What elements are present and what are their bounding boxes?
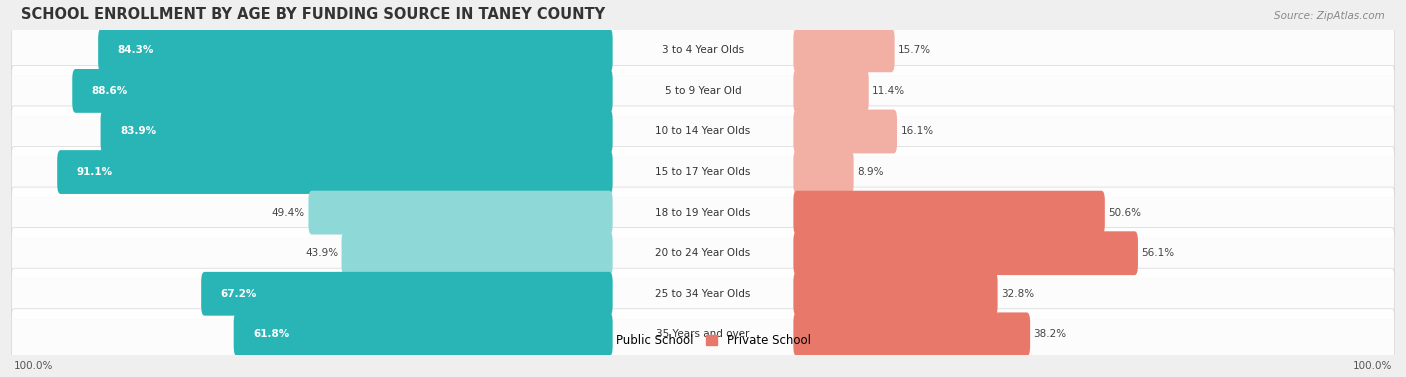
FancyBboxPatch shape	[793, 28, 894, 72]
Text: 35 Years and over: 35 Years and over	[657, 329, 749, 339]
FancyBboxPatch shape	[793, 110, 897, 153]
FancyBboxPatch shape	[72, 69, 613, 113]
Text: 56.1%: 56.1%	[1142, 248, 1174, 258]
Text: 43.9%: 43.9%	[305, 248, 339, 258]
FancyBboxPatch shape	[11, 268, 1395, 319]
FancyBboxPatch shape	[101, 110, 613, 153]
FancyBboxPatch shape	[11, 309, 1395, 360]
Text: 84.3%: 84.3%	[118, 45, 153, 55]
FancyBboxPatch shape	[793, 150, 853, 194]
Text: 91.1%: 91.1%	[76, 167, 112, 177]
FancyBboxPatch shape	[201, 272, 613, 316]
FancyBboxPatch shape	[11, 147, 1395, 198]
Text: 88.6%: 88.6%	[91, 86, 128, 96]
Text: 100.0%: 100.0%	[14, 361, 53, 371]
Text: 61.8%: 61.8%	[253, 329, 290, 339]
FancyBboxPatch shape	[11, 65, 1395, 116]
Text: 5 to 9 Year Old: 5 to 9 Year Old	[665, 86, 741, 96]
FancyBboxPatch shape	[11, 228, 1395, 279]
Text: 11.4%: 11.4%	[872, 86, 905, 96]
Text: 49.4%: 49.4%	[271, 208, 305, 218]
FancyBboxPatch shape	[11, 25, 1395, 76]
FancyBboxPatch shape	[793, 191, 1105, 234]
Text: 83.9%: 83.9%	[120, 126, 156, 136]
Legend: Public School, Private School: Public School, Private School	[591, 329, 815, 352]
Text: SCHOOL ENROLLMENT BY AGE BY FUNDING SOURCE IN TANEY COUNTY: SCHOOL ENROLLMENT BY AGE BY FUNDING SOUR…	[21, 7, 605, 22]
FancyBboxPatch shape	[308, 191, 613, 234]
Text: 15 to 17 Year Olds: 15 to 17 Year Olds	[655, 167, 751, 177]
Text: 15.7%: 15.7%	[898, 45, 931, 55]
Text: 16.1%: 16.1%	[900, 126, 934, 136]
Text: 67.2%: 67.2%	[221, 289, 257, 299]
Text: 50.6%: 50.6%	[1108, 208, 1142, 218]
FancyBboxPatch shape	[98, 28, 613, 72]
FancyBboxPatch shape	[11, 106, 1395, 157]
Text: 25 to 34 Year Olds: 25 to 34 Year Olds	[655, 289, 751, 299]
FancyBboxPatch shape	[11, 187, 1395, 238]
FancyBboxPatch shape	[233, 313, 613, 356]
Text: 38.2%: 38.2%	[1033, 329, 1067, 339]
FancyBboxPatch shape	[793, 313, 1031, 356]
Text: 32.8%: 32.8%	[1001, 289, 1033, 299]
FancyBboxPatch shape	[342, 231, 613, 275]
Text: 20 to 24 Year Olds: 20 to 24 Year Olds	[655, 248, 751, 258]
FancyBboxPatch shape	[793, 272, 998, 316]
Text: 3 to 4 Year Olds: 3 to 4 Year Olds	[662, 45, 744, 55]
Text: 100.0%: 100.0%	[1353, 361, 1392, 371]
FancyBboxPatch shape	[58, 150, 613, 194]
FancyBboxPatch shape	[793, 69, 869, 113]
Text: Source: ZipAtlas.com: Source: ZipAtlas.com	[1274, 11, 1385, 21]
Text: 10 to 14 Year Olds: 10 to 14 Year Olds	[655, 126, 751, 136]
FancyBboxPatch shape	[793, 231, 1137, 275]
Text: 8.9%: 8.9%	[858, 167, 883, 177]
Text: 18 to 19 Year Olds: 18 to 19 Year Olds	[655, 208, 751, 218]
